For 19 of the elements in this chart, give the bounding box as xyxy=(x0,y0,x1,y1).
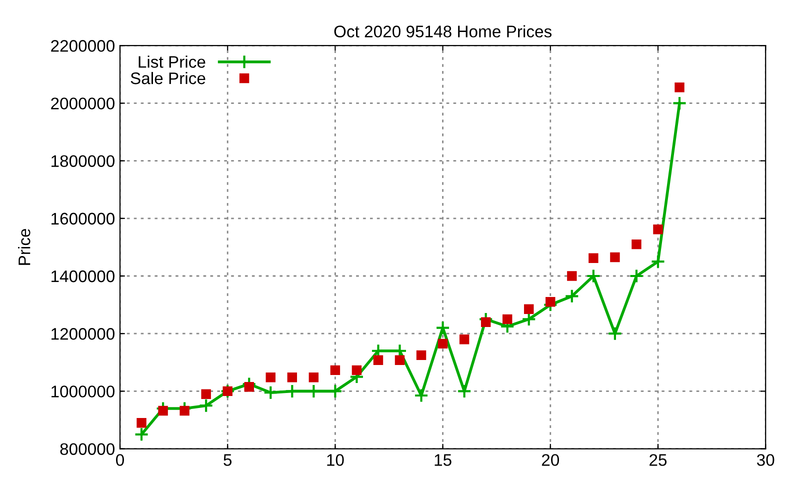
y-tick-label: 1000000 xyxy=(52,386,114,398)
chart-title: Oct 2020 95148 Home Prices xyxy=(334,25,552,38)
y-tick-label: 1200000 xyxy=(52,328,114,340)
x-tick-label: 25 xyxy=(650,454,667,466)
legend-label: Sale Price xyxy=(130,72,206,84)
x-tick-label: 20 xyxy=(542,454,560,466)
y-tick-label: 1600000 xyxy=(52,212,114,225)
x-tick-label: 15 xyxy=(434,454,452,466)
y-tick-label: 2200000 xyxy=(51,40,114,52)
y-tick-label: 1800000 xyxy=(52,155,114,168)
y-tick-label: 2000000 xyxy=(51,98,114,110)
legend-label: List Price xyxy=(138,56,206,68)
y-tick-label: 1400000 xyxy=(52,270,114,282)
y-axis-title: Price xyxy=(18,228,30,265)
x-tick-label: 5 xyxy=(224,454,232,466)
x-tick-label: 10 xyxy=(327,454,344,466)
x-tick-label: 30 xyxy=(756,454,774,466)
x-tick-label: 0 xyxy=(116,454,124,466)
y-tick-label: 800000 xyxy=(60,443,114,456)
